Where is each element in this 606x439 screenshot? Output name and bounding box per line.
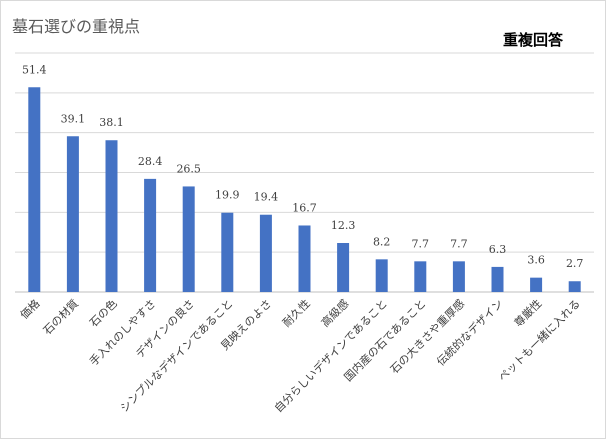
- data-label: 51.4: [22, 63, 47, 76]
- chart-title: 墓石選びの重視点: [12, 17, 141, 36]
- bar: [337, 243, 350, 292]
- data-label: 16.7: [292, 201, 317, 214]
- category-label: 尊厳性: [511, 296, 544, 329]
- bar: [182, 186, 195, 292]
- data-label: 2.7: [566, 257, 584, 270]
- data-label: 3.6: [527, 254, 545, 267]
- bar: [259, 214, 272, 292]
- data-label: 7.7: [412, 237, 430, 250]
- category-label: 石の大きさや重厚感: [387, 296, 467, 376]
- category-label: 伝統的なデザイン: [434, 296, 506, 368]
- bar: [568, 281, 581, 292]
- category-label: 手入れのしやすさ: [86, 296, 158, 368]
- data-label: 39.1: [61, 112, 86, 125]
- data-label: 38.1: [99, 116, 124, 129]
- data-label: 12.3: [331, 219, 356, 232]
- bar: [221, 212, 234, 292]
- bar: [375, 259, 388, 292]
- bar: [414, 261, 427, 292]
- data-label: 7.7: [450, 237, 468, 250]
- data-label: 28.4: [138, 155, 163, 168]
- data-label: 8.2: [373, 235, 391, 248]
- category-label: 耐久性: [280, 296, 313, 329]
- category-label: 石の材質: [40, 296, 81, 337]
- bar: [144, 178, 157, 292]
- bar: [28, 87, 41, 292]
- data-label: 19.4: [254, 191, 279, 204]
- bar: [298, 225, 311, 292]
- category-label: 高級感: [318, 296, 351, 329]
- category-label: 石の色: [87, 296, 120, 329]
- data-label: 6.3: [489, 243, 507, 256]
- bar: [452, 261, 465, 292]
- bar: [105, 140, 118, 292]
- category-label: 価格: [17, 296, 42, 321]
- data-label: 19.9: [215, 189, 240, 202]
- bar: [530, 277, 543, 292]
- data-label: 26.5: [176, 162, 201, 175]
- bar: [66, 136, 79, 292]
- bar: [491, 266, 504, 292]
- chart-note: 重複回答: [503, 31, 564, 49]
